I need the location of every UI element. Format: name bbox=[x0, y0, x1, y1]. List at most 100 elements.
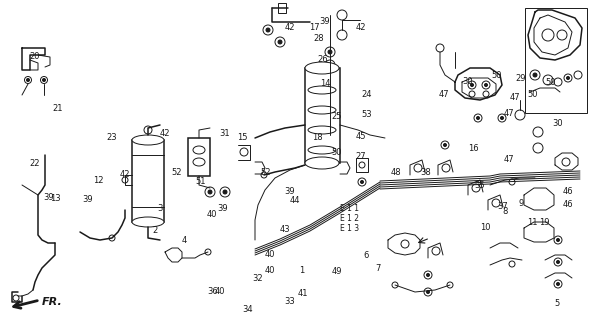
Circle shape bbox=[484, 84, 487, 86]
Circle shape bbox=[359, 162, 365, 168]
Text: 37: 37 bbox=[498, 202, 508, 211]
Circle shape bbox=[554, 236, 562, 244]
Circle shape bbox=[424, 271, 432, 279]
Bar bbox=[188, 138, 210, 176]
Circle shape bbox=[328, 63, 332, 67]
Circle shape bbox=[509, 261, 515, 267]
Circle shape bbox=[220, 187, 230, 197]
Text: 29: 29 bbox=[515, 74, 526, 83]
Text: 42: 42 bbox=[160, 129, 170, 138]
Text: FR.: FR. bbox=[42, 297, 63, 307]
Circle shape bbox=[492, 199, 500, 207]
Text: 39: 39 bbox=[43, 193, 54, 202]
Circle shape bbox=[328, 76, 332, 80]
Circle shape bbox=[477, 116, 480, 119]
Circle shape bbox=[414, 164, 422, 172]
Circle shape bbox=[530, 70, 540, 80]
Ellipse shape bbox=[193, 146, 205, 154]
Circle shape bbox=[401, 240, 409, 248]
Text: 1: 1 bbox=[299, 266, 304, 275]
Text: 28: 28 bbox=[314, 34, 324, 43]
Circle shape bbox=[122, 177, 128, 183]
Text: 25: 25 bbox=[331, 112, 342, 121]
Text: 31: 31 bbox=[219, 129, 229, 138]
Ellipse shape bbox=[132, 135, 164, 145]
Text: 39: 39 bbox=[320, 17, 330, 26]
Circle shape bbox=[472, 184, 480, 192]
Circle shape bbox=[325, 87, 335, 97]
Bar bbox=[356, 158, 368, 172]
Ellipse shape bbox=[308, 86, 336, 94]
Text: 40: 40 bbox=[264, 250, 275, 259]
Ellipse shape bbox=[132, 217, 164, 227]
Text: 53: 53 bbox=[361, 110, 372, 119]
Text: 39: 39 bbox=[284, 187, 295, 196]
Text: 33: 33 bbox=[284, 297, 295, 306]
Circle shape bbox=[337, 30, 347, 40]
Circle shape bbox=[432, 247, 440, 255]
Circle shape bbox=[554, 280, 562, 288]
Circle shape bbox=[27, 78, 30, 82]
Text: 4: 4 bbox=[181, 236, 186, 244]
Text: 21: 21 bbox=[53, 104, 63, 113]
Text: 5: 5 bbox=[555, 300, 560, 308]
Circle shape bbox=[474, 114, 482, 122]
Circle shape bbox=[261, 172, 267, 178]
Circle shape bbox=[543, 75, 553, 85]
Circle shape bbox=[483, 91, 489, 97]
Text: 14: 14 bbox=[320, 79, 330, 88]
Circle shape bbox=[515, 110, 525, 120]
Circle shape bbox=[328, 90, 332, 94]
Text: 13: 13 bbox=[50, 194, 60, 203]
Circle shape bbox=[436, 44, 444, 52]
Text: 52: 52 bbox=[260, 168, 271, 177]
Circle shape bbox=[24, 76, 31, 84]
Text: 32: 32 bbox=[253, 274, 263, 283]
Text: 41: 41 bbox=[297, 289, 308, 298]
Ellipse shape bbox=[308, 106, 336, 114]
Circle shape bbox=[542, 29, 554, 41]
Text: 47: 47 bbox=[438, 90, 449, 99]
Text: 39: 39 bbox=[217, 204, 228, 213]
Circle shape bbox=[482, 81, 490, 89]
Circle shape bbox=[509, 179, 515, 185]
Ellipse shape bbox=[305, 157, 339, 169]
Circle shape bbox=[556, 238, 560, 242]
Text: 2: 2 bbox=[153, 226, 158, 235]
Circle shape bbox=[500, 116, 503, 119]
Circle shape bbox=[325, 47, 335, 57]
Text: 44: 44 bbox=[290, 196, 301, 205]
Circle shape bbox=[240, 148, 248, 156]
Bar bbox=[132, 140, 164, 222]
Text: 52: 52 bbox=[171, 168, 182, 177]
Text: 42: 42 bbox=[284, 23, 295, 32]
Text: E 1 3: E 1 3 bbox=[340, 223, 359, 233]
Ellipse shape bbox=[305, 62, 339, 74]
Text: 50: 50 bbox=[492, 71, 502, 80]
Circle shape bbox=[533, 127, 543, 137]
Text: 30: 30 bbox=[552, 119, 563, 128]
Circle shape bbox=[447, 282, 453, 288]
Text: 26: 26 bbox=[318, 55, 329, 64]
Text: 9: 9 bbox=[518, 199, 523, 208]
Circle shape bbox=[469, 91, 475, 97]
Text: 18: 18 bbox=[312, 133, 323, 142]
Circle shape bbox=[337, 10, 347, 20]
Text: 40: 40 bbox=[264, 266, 275, 275]
Text: 50: 50 bbox=[527, 90, 538, 99]
Circle shape bbox=[554, 258, 562, 266]
Circle shape bbox=[208, 190, 212, 194]
Circle shape bbox=[556, 283, 560, 285]
Circle shape bbox=[441, 141, 449, 149]
Bar bbox=[305, 68, 340, 163]
Bar bbox=[278, 3, 286, 13]
Text: 47: 47 bbox=[509, 93, 520, 102]
Text: 24: 24 bbox=[361, 90, 372, 99]
Circle shape bbox=[566, 76, 569, 79]
Circle shape bbox=[325, 60, 335, 70]
Circle shape bbox=[442, 164, 450, 172]
Text: 17: 17 bbox=[309, 23, 320, 32]
Text: 7: 7 bbox=[375, 264, 381, 273]
Circle shape bbox=[275, 37, 285, 47]
Circle shape bbox=[144, 126, 152, 134]
